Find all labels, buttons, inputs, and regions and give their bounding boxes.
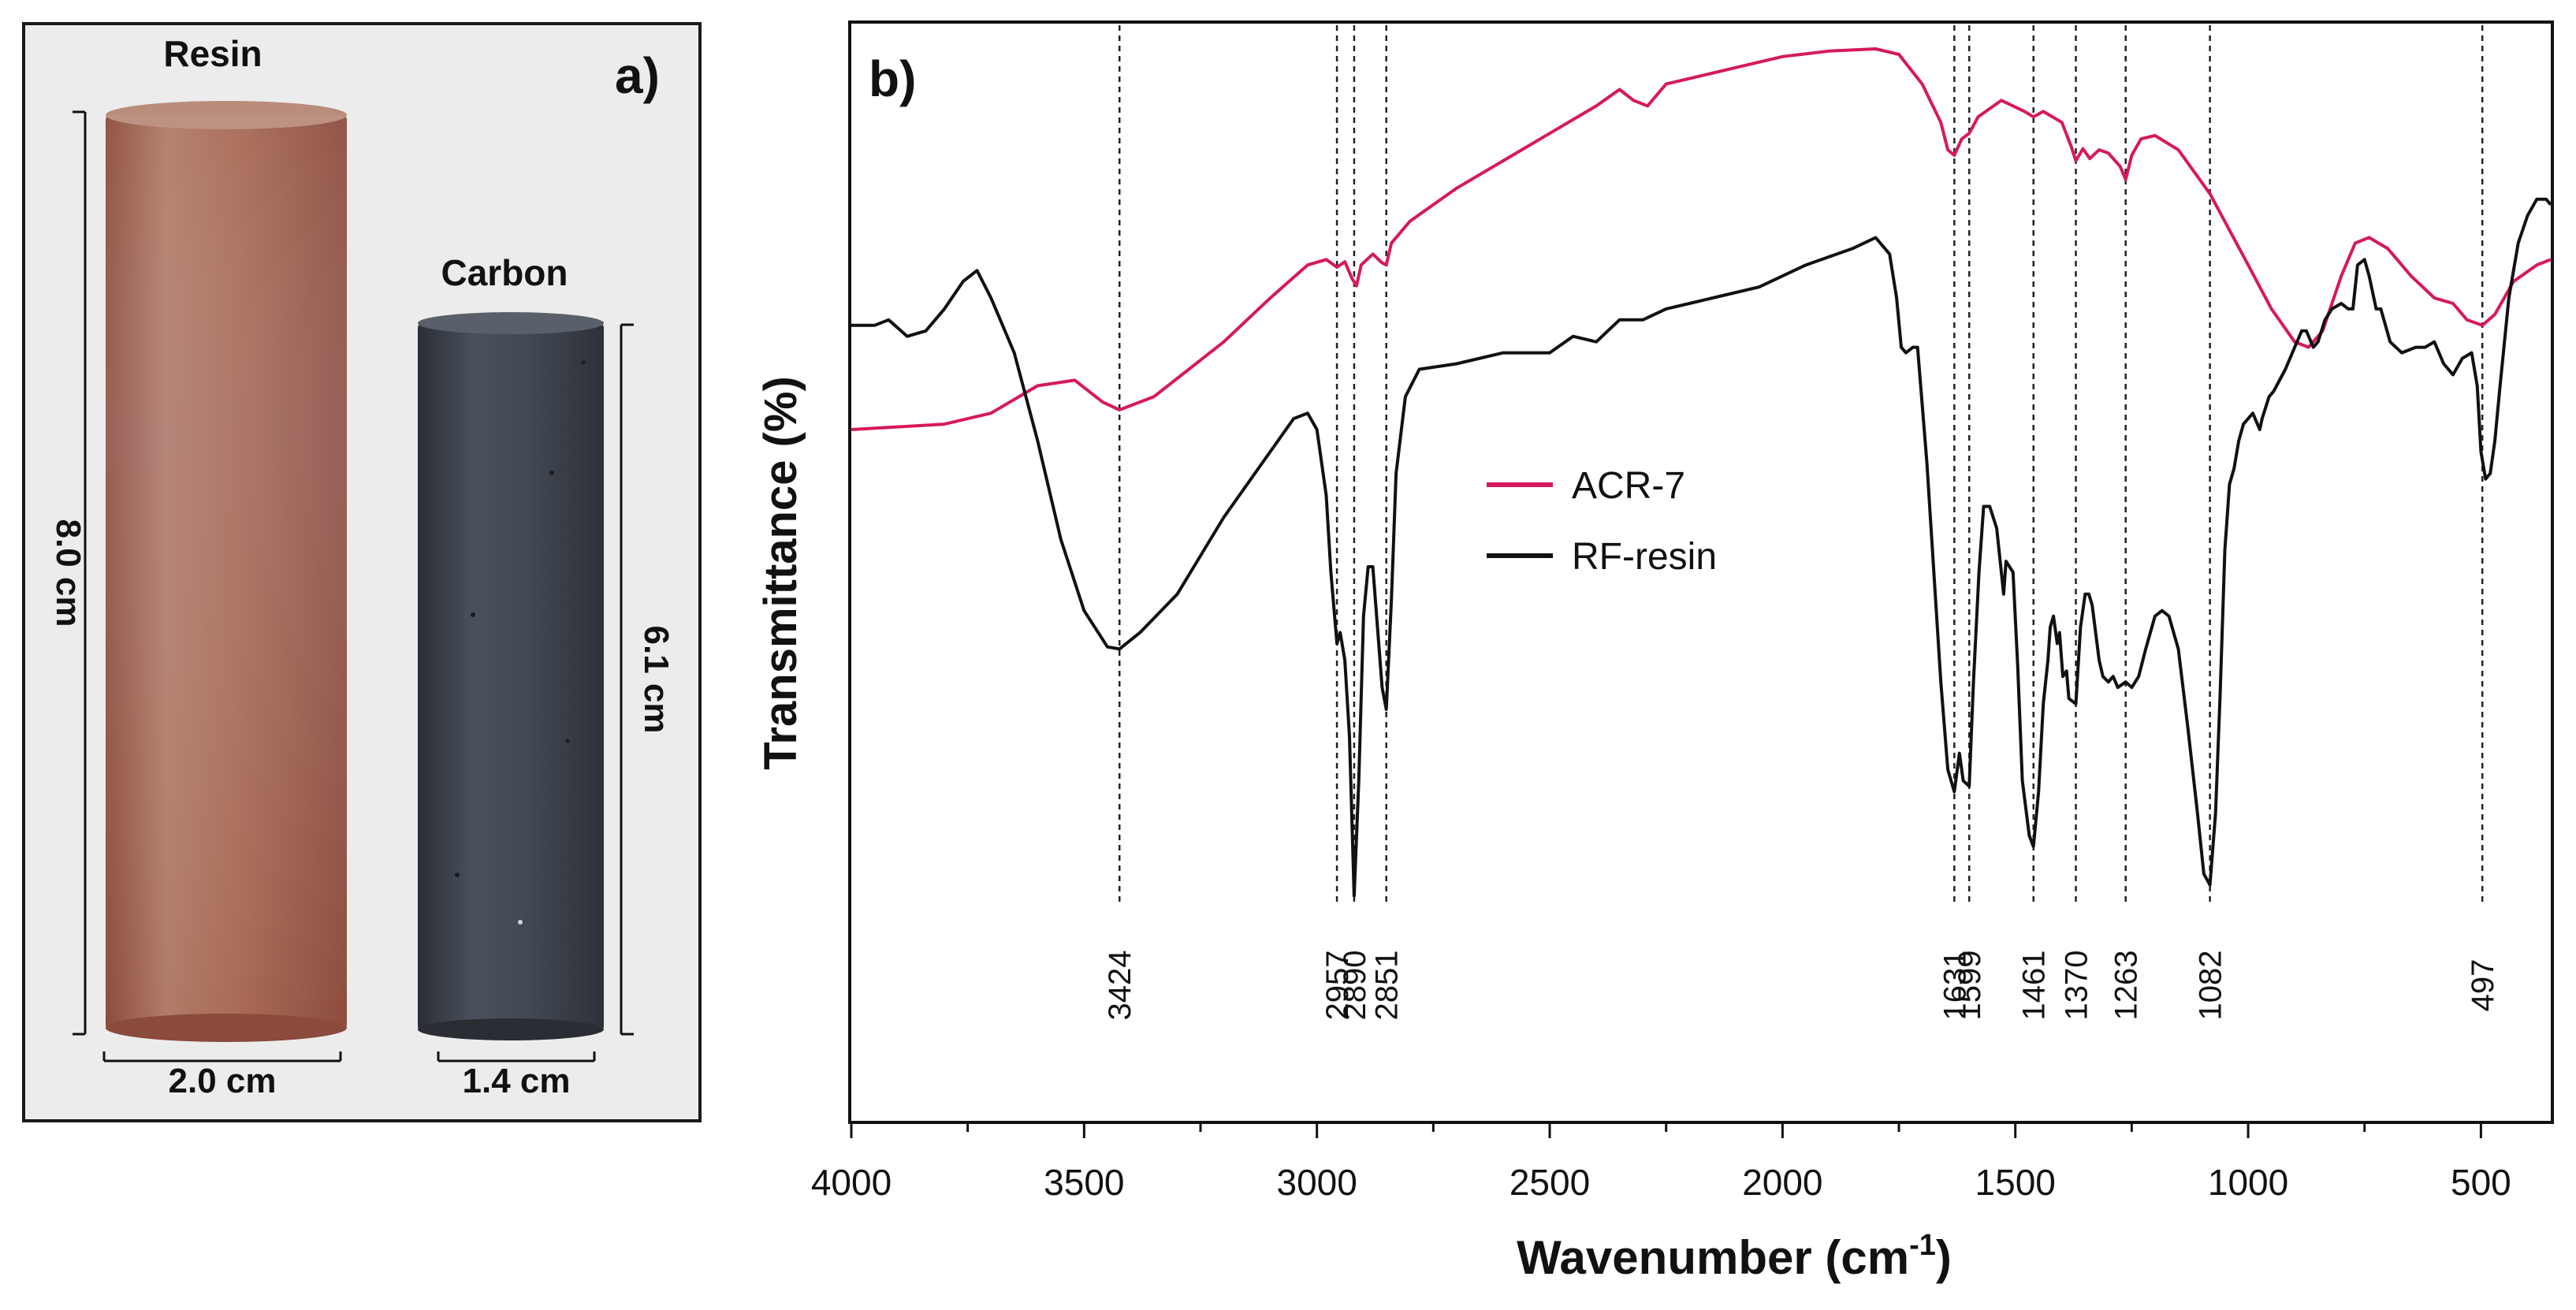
carbon-cylinder	[418, 312, 604, 1040]
x-tick-label-2000: 2000	[1742, 1162, 1822, 1203]
x-axis-label: Wavenumber (cm-1)	[1517, 1229, 1952, 1284]
x-tick-label-1500: 1500	[1975, 1162, 2056, 1203]
x-tick-label-3000: 3000	[1277, 1162, 1357, 1203]
reference-label-3424: 3424	[1103, 951, 1137, 1021]
x-tick-label-2500: 2500	[1509, 1162, 1590, 1203]
x-tick-label-1000: 1000	[2208, 1162, 2288, 1203]
reference-label-2890: 2890	[1338, 951, 1372, 1021]
reference-label-1082: 1082	[2194, 951, 2228, 1021]
legend-label-rf-resin: RF-resin	[1572, 536, 1717, 578]
carbon-width-bracket	[437, 1051, 596, 1063]
resin-height-label: 8.0 cm	[49, 519, 87, 627]
carbon-width-label: 1.4 cm	[463, 1062, 571, 1100]
panel-b-label: b)	[869, 50, 916, 107]
resin-label: Resin	[163, 33, 262, 74]
resin-height-bracket	[73, 110, 87, 1036]
series-layer	[851, 47, 2552, 898]
resin-width-bracket	[102, 1051, 342, 1063]
legend-label-acr7: ACR-7	[1572, 465, 1685, 507]
x-tick-label-4000: 4000	[811, 1162, 892, 1203]
panel-a: a) Resin Carbon 8.0 cm	[49, 33, 676, 1100]
y-axis-label: Transmittance (%)	[755, 376, 806, 770]
reference-label-1599: 1599	[1952, 951, 1987, 1021]
carbon-height-label: 6.1 cm	[637, 626, 676, 734]
x-axis-ticks: 4000 3500 3000 2500 2000 1500 1000 500	[811, 1121, 2511, 1203]
resin-width-label: 2.0 cm	[169, 1062, 277, 1100]
reference-label-2851: 2851	[1370, 951, 1405, 1021]
series-line-rf-resin	[851, 197, 2552, 898]
plot-frame	[848, 20, 2554, 1124]
x-axis-label-sup: -1	[1909, 1229, 1936, 1262]
reference-label-1461: 1461	[2017, 951, 2052, 1021]
carbon-height-bracket	[620, 323, 634, 1036]
reference-label-1263: 1263	[2109, 951, 2144, 1021]
legend: ACR-7 RF-resin	[1487, 465, 1717, 578]
x-axis-label-close: )	[1936, 1231, 1952, 1284]
series-line-acr-7	[851, 47, 2552, 431]
reference-label-1631: 1631	[1938, 951, 1972, 1021]
panel-a-label: a)	[615, 47, 660, 104]
reference-label-497: 497	[2466, 959, 2500, 1012]
x-tick-label-3500: 3500	[1044, 1162, 1124, 1203]
reference-label-1370: 1370	[2060, 951, 2094, 1021]
x-axis-label-main: Wavenumber (cm	[1517, 1231, 1909, 1284]
resin-cylinder	[106, 101, 347, 1042]
reference-label-2957: 2957	[1320, 951, 1355, 1021]
carbon-label: Carbon	[441, 252, 568, 293]
x-tick-label-500: 500	[2451, 1162, 2511, 1203]
